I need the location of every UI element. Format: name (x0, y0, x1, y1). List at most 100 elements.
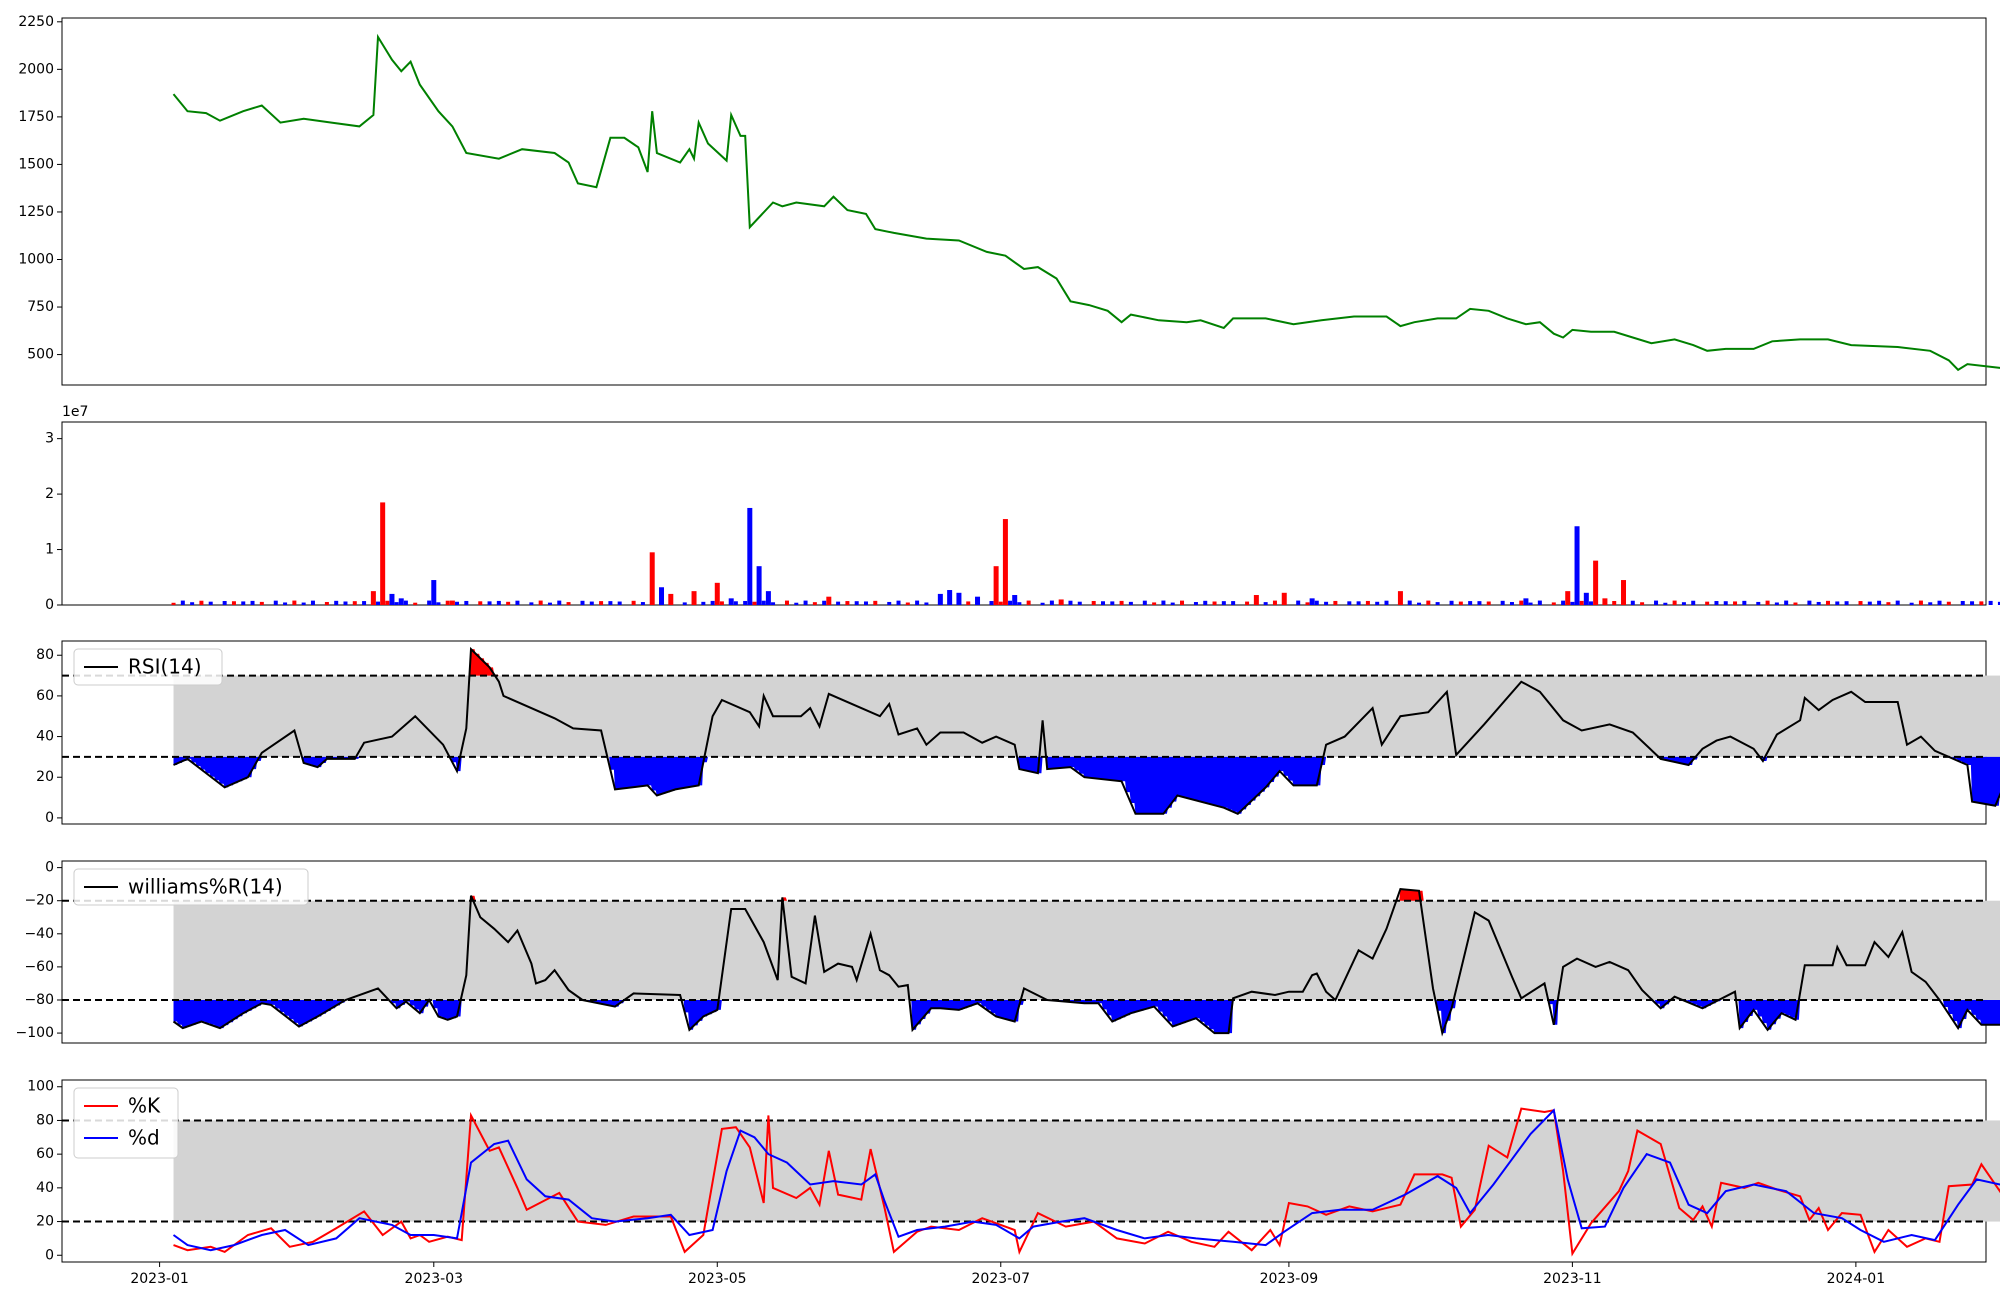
volume-bar-small (1314, 600, 1319, 605)
volume-bar-small (1691, 600, 1696, 605)
y-tick-label: 750 (27, 299, 54, 315)
volume-bar-small (1077, 601, 1082, 605)
volume-bar-small (1347, 601, 1352, 605)
y-tick-label: 40 (36, 729, 54, 745)
volume-bar-small (455, 601, 460, 605)
volume-bar-small (310, 600, 315, 605)
volume-bar-small (1026, 600, 1031, 605)
legend-label: %K (128, 1094, 161, 1118)
neutral-band (173, 675, 2000, 757)
x-tick-label: 2023-07 (972, 1271, 1031, 1287)
volume-bar-small (863, 601, 868, 605)
volume-bar-small (733, 601, 738, 605)
volume-bar-small (989, 601, 994, 605)
date-axis: 2023-01 2023-03 2023-05 2023-07 2023-09 2023-… (130, 1262, 1885, 1287)
volume-bar-small (1509, 602, 1514, 605)
volume-bar-small (1588, 601, 1593, 605)
x-tick-label: 2023-01 (130, 1271, 189, 1287)
volume-bar-small (1231, 601, 1236, 605)
volume-bar-small (1110, 601, 1115, 605)
volume-bar (380, 502, 386, 605)
volume-bar-small (1417, 602, 1422, 605)
volume-bar (956, 592, 962, 605)
volume-bar-small (1793, 602, 1798, 605)
williams-line (172, 888, 2000, 1037)
volume-bar (747, 507, 753, 605)
volume-bar-small (998, 601, 1003, 605)
y-tick-label: 60 (36, 1146, 54, 1162)
volume-bar (398, 598, 404, 605)
volume-bar-small (1918, 600, 1923, 605)
volume-bar-small (761, 600, 766, 605)
y-tick-label: 2 (45, 486, 54, 502)
y-tick-label: 0 (45, 860, 54, 876)
volume-bar (691, 591, 697, 605)
volume-bar-small (1681, 602, 1686, 605)
volume-bar-small (1305, 602, 1310, 605)
volume-bar-small (1384, 600, 1389, 605)
volume-bar-small (1877, 600, 1882, 605)
volume-bar-small (1723, 601, 1728, 605)
volume-bar-small (905, 602, 910, 605)
volume-bar-small (784, 600, 789, 605)
volume-bar-small (385, 600, 390, 605)
volume-bar (756, 566, 762, 605)
volume-bar-small (1365, 600, 1370, 605)
volume-bar-small (1825, 600, 1830, 605)
volume-bar-small (1835, 601, 1840, 605)
overbought-fill (173, 649, 2000, 676)
volume-bar-small (557, 600, 562, 605)
volume-bar (947, 590, 953, 605)
volume-bar (765, 591, 771, 605)
volume-bar-small (352, 601, 357, 605)
volume-bar (1602, 598, 1608, 605)
volume-bar-small (1152, 602, 1157, 605)
volume-bar-small (924, 602, 929, 605)
volume-bar-small (1458, 601, 1463, 605)
y-tick-label: −100 (16, 1025, 54, 1041)
volume-bar-small (1867, 601, 1872, 605)
y-tick-label: 2250 (18, 14, 54, 30)
overbought-fill (173, 889, 2000, 901)
legend-label: williams%R(14) (128, 875, 283, 899)
volume-bar-small (222, 601, 227, 605)
volume-bar-small (682, 602, 687, 605)
volume-bar-small (241, 601, 246, 605)
volume-bar-small (1324, 601, 1329, 605)
price-line (172, 33, 2000, 372)
volume-bar-small (190, 602, 195, 605)
volume-bar-small (362, 601, 367, 605)
volume-bar-small (208, 601, 213, 605)
y-tick-label: 1750 (18, 109, 54, 125)
volume-bar-small (1468, 601, 1473, 605)
volume-bar (1565, 591, 1571, 605)
legend-label: RSI(14) (128, 655, 202, 679)
volume-bar-small (719, 601, 724, 605)
volume-bar-small (915, 600, 920, 605)
y-tick-label: 1250 (18, 204, 54, 220)
legend-box (73, 648, 223, 686)
volume-bar-small (1091, 600, 1096, 605)
volume-bar-small (1663, 602, 1668, 605)
volume-bar-small (1640, 602, 1645, 605)
volume-bar-small (171, 602, 176, 605)
volume-bar-small (1612, 600, 1617, 605)
volume-bar-small (1742, 600, 1747, 605)
volume-bar-small (250, 600, 255, 605)
volume-bar-small (1449, 600, 1454, 605)
volume-bar-small (1519, 600, 1524, 605)
volume-bar-small (334, 600, 339, 605)
neutral-band (173, 1120, 2000, 1222)
volume-bar-small (1477, 601, 1482, 605)
volume-bar-small (1296, 600, 1301, 605)
y-tick-label: −40 (24, 926, 54, 942)
williams-panel: 0 −20 −40 −60 −80 −100 williams%R(14) (16, 860, 2000, 1044)
volume-bar-small (180, 600, 185, 605)
volume-bar-small (1203, 600, 1208, 605)
volume-bar (1523, 598, 1529, 605)
volume-bar-small (1142, 600, 1147, 605)
volume-bar-small (478, 601, 483, 605)
volume-bar-small (283, 602, 288, 605)
y-tick-label: 80 (36, 1112, 54, 1128)
